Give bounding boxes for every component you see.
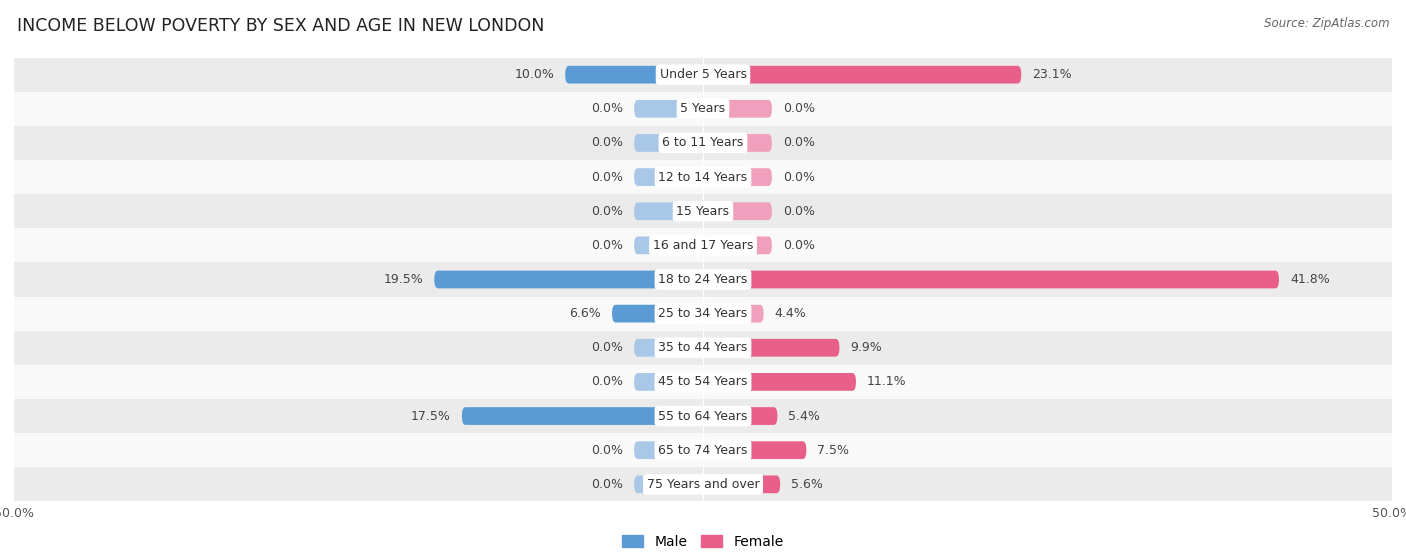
Text: 5 Years: 5 Years — [681, 102, 725, 115]
Text: 0.0%: 0.0% — [591, 444, 623, 457]
Bar — [14, 126, 1392, 160]
Text: 23.1%: 23.1% — [1032, 68, 1071, 81]
Bar — [14, 92, 1392, 126]
Text: 5.4%: 5.4% — [789, 410, 820, 423]
Text: 11.1%: 11.1% — [868, 376, 907, 389]
Text: 6.6%: 6.6% — [569, 307, 600, 320]
Text: 0.0%: 0.0% — [591, 478, 623, 491]
Text: 0.0%: 0.0% — [783, 170, 815, 183]
FancyBboxPatch shape — [703, 236, 772, 254]
FancyBboxPatch shape — [703, 407, 778, 425]
Text: 41.8%: 41.8% — [1289, 273, 1330, 286]
FancyBboxPatch shape — [565, 66, 703, 83]
FancyBboxPatch shape — [703, 373, 856, 391]
FancyBboxPatch shape — [703, 339, 839, 357]
Text: Source: ZipAtlas.com: Source: ZipAtlas.com — [1264, 17, 1389, 30]
FancyBboxPatch shape — [703, 476, 780, 493]
Bar — [14, 58, 1392, 92]
FancyBboxPatch shape — [634, 202, 703, 220]
FancyBboxPatch shape — [634, 373, 703, 391]
FancyBboxPatch shape — [703, 271, 1279, 288]
FancyBboxPatch shape — [461, 407, 703, 425]
FancyBboxPatch shape — [634, 476, 703, 493]
Text: 65 to 74 Years: 65 to 74 Years — [658, 444, 748, 457]
Text: 0.0%: 0.0% — [591, 102, 623, 115]
FancyBboxPatch shape — [634, 236, 703, 254]
Text: 0.0%: 0.0% — [591, 239, 623, 252]
Text: 9.9%: 9.9% — [851, 342, 882, 354]
Bar — [14, 262, 1392, 297]
FancyBboxPatch shape — [634, 441, 703, 459]
FancyBboxPatch shape — [703, 441, 807, 459]
Bar — [14, 399, 1392, 433]
Text: 6 to 11 Years: 6 to 11 Years — [662, 136, 744, 149]
FancyBboxPatch shape — [634, 339, 703, 357]
Text: 55 to 64 Years: 55 to 64 Years — [658, 410, 748, 423]
Text: 25 to 34 Years: 25 to 34 Years — [658, 307, 748, 320]
Text: 0.0%: 0.0% — [783, 205, 815, 217]
Text: 7.5%: 7.5% — [817, 444, 849, 457]
Text: 10.0%: 10.0% — [515, 68, 554, 81]
Text: INCOME BELOW POVERTY BY SEX AND AGE IN NEW LONDON: INCOME BELOW POVERTY BY SEX AND AGE IN N… — [17, 17, 544, 35]
Bar — [14, 365, 1392, 399]
FancyBboxPatch shape — [703, 168, 772, 186]
Bar — [14, 297, 1392, 331]
FancyBboxPatch shape — [434, 271, 703, 288]
Text: 35 to 44 Years: 35 to 44 Years — [658, 342, 748, 354]
Bar — [14, 467, 1392, 501]
FancyBboxPatch shape — [703, 66, 1021, 83]
Text: 12 to 14 Years: 12 to 14 Years — [658, 170, 748, 183]
FancyBboxPatch shape — [703, 305, 763, 323]
Text: 75 Years and over: 75 Years and over — [647, 478, 759, 491]
Text: 5.6%: 5.6% — [792, 478, 823, 491]
Text: 0.0%: 0.0% — [591, 205, 623, 217]
FancyBboxPatch shape — [703, 134, 772, 152]
Text: 45 to 54 Years: 45 to 54 Years — [658, 376, 748, 389]
Text: 0.0%: 0.0% — [591, 170, 623, 183]
Text: 0.0%: 0.0% — [783, 102, 815, 115]
Bar — [14, 194, 1392, 228]
Text: 18 to 24 Years: 18 to 24 Years — [658, 273, 748, 286]
Text: 15 Years: 15 Years — [676, 205, 730, 217]
Text: 0.0%: 0.0% — [591, 136, 623, 149]
FancyBboxPatch shape — [634, 168, 703, 186]
Bar — [14, 433, 1392, 467]
Text: 17.5%: 17.5% — [411, 410, 451, 423]
Bar — [14, 228, 1392, 262]
Text: 16 and 17 Years: 16 and 17 Years — [652, 239, 754, 252]
Text: 0.0%: 0.0% — [783, 239, 815, 252]
Text: 0.0%: 0.0% — [591, 342, 623, 354]
FancyBboxPatch shape — [703, 202, 772, 220]
FancyBboxPatch shape — [634, 100, 703, 118]
FancyBboxPatch shape — [612, 305, 703, 323]
FancyBboxPatch shape — [703, 100, 772, 118]
Text: 19.5%: 19.5% — [384, 273, 423, 286]
Text: Under 5 Years: Under 5 Years — [659, 68, 747, 81]
Legend: Male, Female: Male, Female — [617, 529, 789, 555]
FancyBboxPatch shape — [634, 134, 703, 152]
Text: 4.4%: 4.4% — [775, 307, 807, 320]
Bar — [14, 331, 1392, 365]
Text: 0.0%: 0.0% — [591, 376, 623, 389]
Bar — [14, 160, 1392, 194]
Text: 0.0%: 0.0% — [783, 136, 815, 149]
